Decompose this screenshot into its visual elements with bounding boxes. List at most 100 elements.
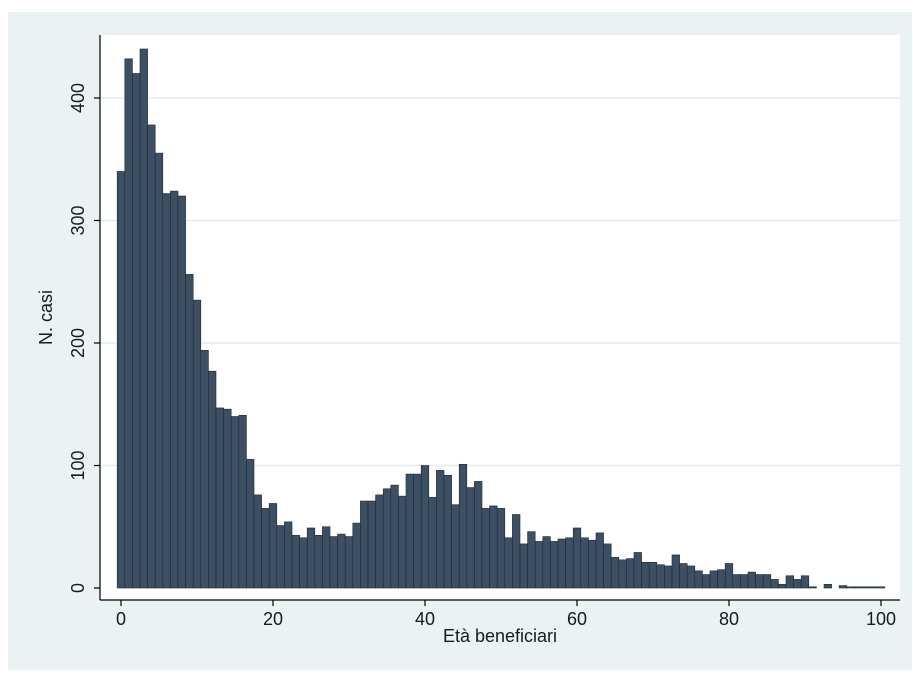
y-tick-label: 0	[68, 583, 88, 593]
histogram-bar	[420, 465, 430, 589]
histogram-bar	[565, 537, 574, 589]
histogram-bar	[846, 586, 855, 589]
histogram-bar	[405, 473, 414, 589]
histogram-bar	[755, 574, 764, 589]
axes	[99, 35, 900, 601]
histogram-bar	[626, 558, 635, 589]
histogram-bar	[557, 538, 566, 589]
histogram-bar	[534, 541, 544, 589]
x-tick-label: 20	[263, 609, 283, 629]
y-tick-label: 200	[68, 328, 88, 358]
histogram-bar	[458, 463, 468, 589]
histogram-bar	[686, 565, 696, 589]
histogram-bar	[785, 575, 794, 589]
histogram-bar	[162, 193, 171, 589]
histogram-bar	[337, 533, 346, 589]
histogram-bar	[572, 527, 582, 589]
histogram-bar	[489, 505, 498, 589]
histogram-bar	[246, 459, 255, 589]
histogram-bar	[664, 565, 673, 589]
histogram-bar	[793, 579, 802, 589]
histogram-bar	[709, 570, 718, 589]
histogram-bar	[466, 487, 475, 589]
histogram-bar	[185, 274, 194, 589]
x-tick-label: 100	[866, 609, 896, 629]
histogram-bar	[580, 537, 589, 589]
histogram-bar	[717, 569, 726, 589]
histogram-bar	[276, 525, 285, 589]
histogram-bar	[854, 586, 863, 589]
histogram-bar	[527, 531, 536, 589]
histogram-bar	[770, 579, 779, 589]
histogram-bar	[124, 58, 133, 589]
histogram-bar	[504, 537, 513, 589]
histogram-bar	[200, 350, 209, 589]
histogram-bar	[314, 535, 323, 589]
histogram-bar	[147, 124, 156, 589]
histogram-bar	[132, 73, 141, 589]
histogram-bar	[778, 584, 787, 589]
histogram-bar	[360, 500, 369, 589]
histogram-bar	[595, 532, 604, 589]
histogram-bar	[861, 586, 870, 589]
histogram-bar	[291, 535, 300, 589]
histogram-bar	[800, 575, 810, 589]
histogram-bar	[170, 190, 179, 589]
histogram-bar	[618, 559, 627, 589]
histogram-bar	[215, 407, 224, 589]
histogram-bar	[762, 574, 772, 589]
histogram-bar	[542, 536, 551, 589]
histogram-bar	[671, 554, 680, 589]
histogram-bar	[230, 416, 240, 589]
histogram-bar	[375, 494, 384, 589]
histogram-bar	[177, 195, 186, 589]
histogram-bar	[436, 470, 445, 589]
x-axis-ticks: 0 20 40 60 80 100	[116, 600, 896, 629]
histogram-bar	[238, 414, 247, 589]
y-tick-label: 100	[68, 450, 88, 480]
bars	[116, 48, 886, 589]
histogram-bar	[352, 522, 361, 589]
histogram-bar	[481, 508, 490, 589]
histogram-bar	[732, 574, 741, 589]
histogram-bar	[747, 571, 756, 589]
histogram-bar	[284, 521, 293, 589]
histogram-bar	[603, 543, 612, 589]
histogram-bar	[223, 408, 232, 589]
histogram-bar	[656, 564, 665, 589]
y-tick-label: 400	[68, 83, 88, 113]
histogram-bar	[192, 299, 202, 589]
histogram-bar	[322, 526, 331, 589]
histogram-bar	[588, 539, 597, 589]
histogram-bar	[702, 574, 711, 589]
x-tick-label: 80	[719, 609, 739, 629]
histogram-bar	[398, 495, 407, 589]
histogram-bar	[139, 48, 148, 589]
histogram-bar	[443, 474, 452, 589]
histogram-bar	[208, 370, 217, 589]
histogram-bar	[154, 152, 164, 589]
x-tick-label: 60	[567, 609, 587, 629]
y-axis-label: N. casi	[36, 290, 56, 345]
histogram-bar	[261, 508, 270, 589]
histogram-bar	[344, 536, 354, 589]
y-axis-ticks: 0 100 200 300 400	[68, 83, 100, 593]
histogram-bar	[823, 584, 832, 589]
histogram-bar	[382, 488, 392, 589]
histogram-bar	[633, 552, 642, 589]
histogram-bar	[451, 504, 460, 589]
histogram-bar	[740, 574, 749, 589]
histogram-bar	[329, 536, 338, 589]
histogram-bar	[428, 497, 437, 589]
histogram-bar	[808, 586, 817, 589]
histogram-bar	[838, 585, 848, 589]
histogram-bar	[306, 527, 316, 589]
histogram-bar	[512, 514, 521, 589]
histogram-bar	[413, 473, 422, 589]
histogram-bar	[268, 503, 278, 589]
histogram-bar	[724, 563, 734, 589]
histogram-bar	[116, 171, 126, 589]
y-tick-label: 300	[68, 205, 88, 235]
x-tick-label: 0	[116, 609, 126, 629]
